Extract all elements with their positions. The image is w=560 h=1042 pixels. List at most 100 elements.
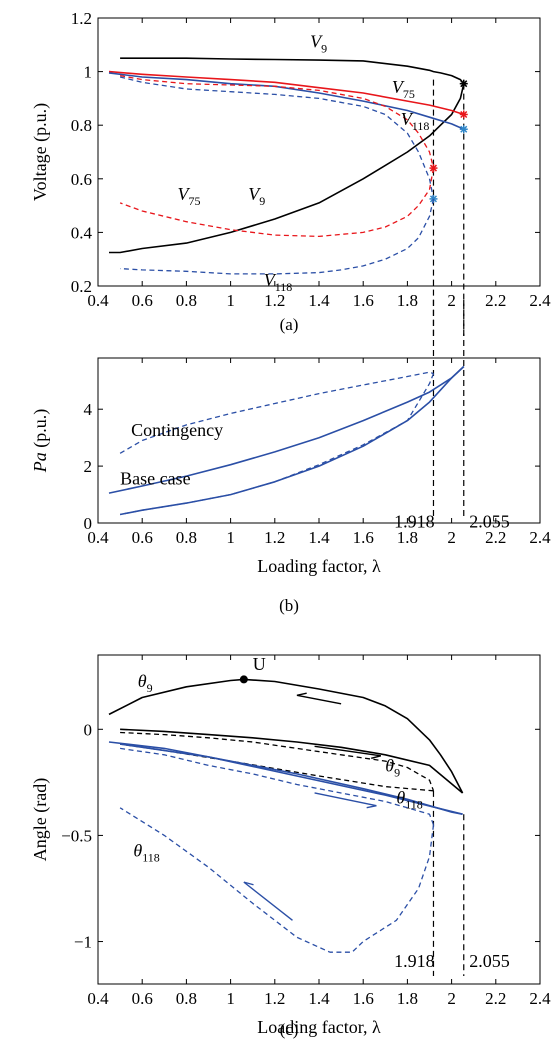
x-axis-label: Loading factor, λ (257, 556, 381, 576)
star-marker (460, 125, 468, 133)
x-axis-label: Loading factor, λ (257, 1017, 381, 1037)
series-line (108, 365, 465, 494)
x-tick-label: 0.8 (176, 291, 197, 310)
x-tick-label: 1 (226, 291, 235, 310)
series-line (119, 74, 435, 169)
y-tick-label: −0.5 (61, 826, 92, 845)
y-axis-label: Pa (p.u.) (30, 409, 51, 474)
x-tick-label: 0.6 (132, 989, 153, 1008)
panel-a-voltage-chart: 0.4 0.6 0.8 1 1.2 1.4 1.6 1.8 2 2.2 2.40.20.40.60.… (30, 9, 551, 336)
series-line (119, 371, 434, 454)
caption-c: (c) (280, 1020, 299, 1039)
x-tick-label: 0.8 (176, 989, 197, 1008)
series-line (119, 743, 463, 815)
direction-arrow (296, 694, 342, 705)
x-tick-label: 2.2 (485, 528, 506, 547)
annotation-label: Contingency (131, 420, 223, 440)
x-tick-label: 1.2 (264, 291, 285, 310)
series-line (119, 167, 435, 238)
direction-arrow (243, 881, 293, 921)
annotation-label: θ9 (138, 671, 153, 695)
y-tick-label: 2 (84, 457, 93, 476)
annotation-label: 1.918 (394, 951, 435, 971)
x-tick-label: 1.8 (397, 528, 418, 547)
annotation-label: V118 (264, 270, 293, 294)
y-tick-label: 4 (84, 400, 93, 419)
x-tick-label: 2 (447, 528, 456, 547)
caption-a: (a) (280, 315, 299, 334)
x-tick-label: 0.4 (87, 989, 109, 1008)
star-marker (429, 164, 438, 172)
series-line (108, 70, 465, 116)
series-line (109, 83, 465, 254)
y-tick-label: 1.2 (71, 9, 92, 28)
annotation-label: Base case (120, 469, 190, 489)
series-line (108, 72, 465, 130)
annotation-label: θ118 (396, 788, 422, 812)
series-line (108, 678, 464, 794)
annotation-label: V9 (248, 184, 265, 208)
x-tick-label: 1.2 (264, 989, 285, 1008)
y-axis-label: Angle (rad) (30, 778, 51, 861)
x-tick-label: 0.8 (176, 528, 197, 547)
x-tick-label: 0.6 (132, 291, 153, 310)
annotation-label: V9 (310, 31, 327, 55)
x-tick-label: 1.6 (353, 291, 374, 310)
x-tick-label: 1.2 (264, 528, 285, 547)
annotation-label: θ118 (133, 841, 159, 865)
x-tick-label: 1 (226, 528, 235, 547)
y-tick-label: 0.4 (71, 223, 93, 242)
y-tick-label: 0 (84, 720, 93, 739)
series-line (120, 728, 464, 794)
direction-arrow (314, 792, 377, 807)
x-tick-label: 2.4 (529, 528, 551, 547)
x-tick-label: 0.4 (87, 291, 109, 310)
x-tick-label: 1.8 (397, 291, 418, 310)
series-line (119, 365, 465, 516)
x-tick-label: 0.4 (87, 528, 109, 547)
x-tick-label: 1.4 (308, 989, 330, 1008)
caption-b: (b) (279, 596, 299, 615)
annotation-label: U (253, 654, 266, 674)
point-u-marker (239, 675, 248, 684)
x-tick-label: 1 (226, 989, 235, 1008)
direction-arrow-head (371, 755, 382, 760)
direction-arrow (314, 745, 381, 757)
x-tick-label: 2.2 (485, 291, 506, 310)
plot-frame (97, 357, 541, 524)
x-tick-label: 2.4 (529, 989, 551, 1008)
series-line (119, 807, 435, 953)
annotation-label: V118 (401, 109, 430, 133)
x-tick-label: 0.6 (132, 528, 153, 547)
x-tick-label: 1.4 (308, 528, 330, 547)
y-tick-label: 0.6 (71, 170, 92, 189)
series-line (119, 373, 435, 516)
annotation-label: 2.055 (469, 511, 510, 531)
series-line (119, 76, 435, 200)
x-tick-label: 2 (447, 989, 456, 1008)
plot-frame (97, 654, 541, 985)
direction-arrow-head (366, 805, 377, 809)
star-marker (460, 110, 468, 119)
series-line (120, 731, 435, 792)
y-tick-label: −1 (74, 933, 92, 952)
annotation-label: θ9 (385, 756, 400, 780)
annotation-label: 2.055 (469, 951, 510, 971)
y-tick-label: 0 (84, 514, 93, 533)
direction-arrow-head (296, 692, 307, 697)
y-axis-label: Voltage (p.u.) (30, 103, 51, 201)
annotation-label: V75 (392, 77, 415, 101)
x-tick-label: 1.6 (353, 989, 374, 1008)
annotation-label: V75 (178, 184, 201, 208)
direction-arrow-head (243, 881, 254, 886)
x-tick-label: 2 (447, 291, 456, 310)
series-line (120, 198, 435, 275)
x-tick-label: 2.2 (485, 989, 506, 1008)
annotation-label: 1.918 (394, 511, 435, 531)
y-tick-label: 0.8 (71, 116, 92, 135)
x-tick-label: 1.4 (308, 291, 330, 310)
x-tick-label: 1.8 (397, 989, 418, 1008)
star-marker (460, 80, 468, 88)
series-line (120, 57, 465, 85)
